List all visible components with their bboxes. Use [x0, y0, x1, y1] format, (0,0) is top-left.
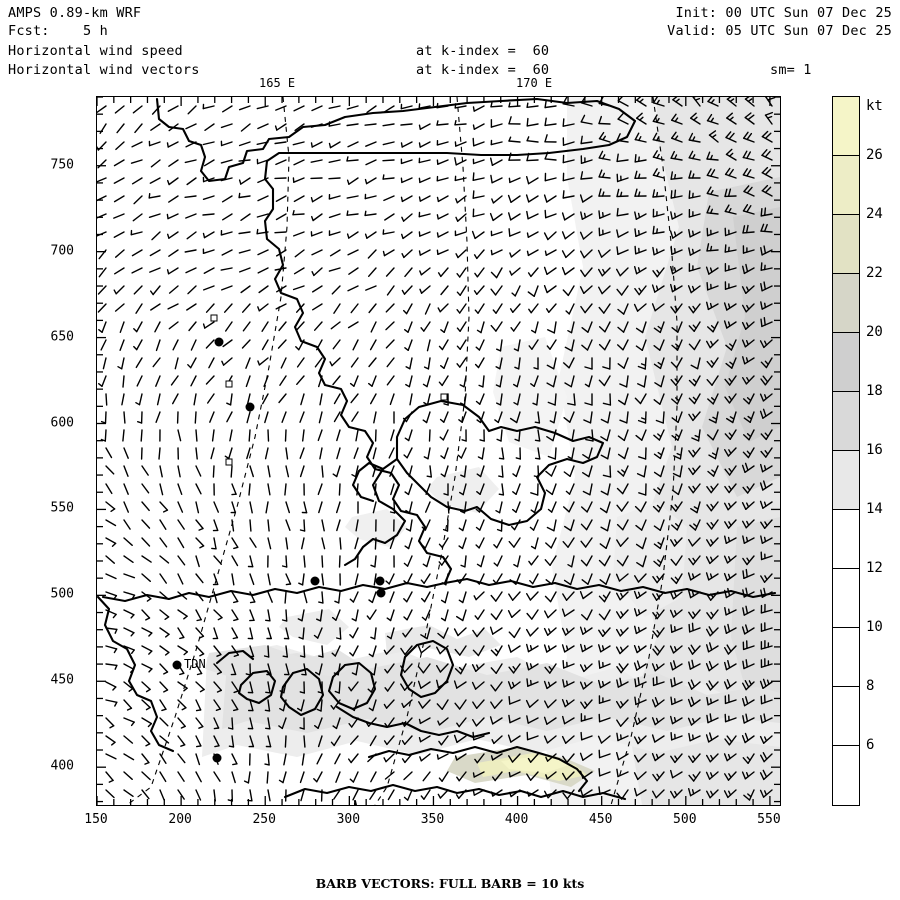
colorbar-tick-label: 16	[866, 442, 883, 458]
field-label-vectors: Horizontal wind vectors	[8, 62, 200, 78]
model-title: AMPS 0.89-km WRF	[8, 5, 142, 21]
y-tick-label: 700	[50, 243, 74, 259]
colorbar-band	[833, 628, 859, 687]
colorbar-tick-label: 26	[866, 147, 883, 163]
station-h	[225, 380, 233, 388]
station-a	[214, 337, 224, 347]
colorbar-tick-label: 12	[866, 560, 883, 576]
colorbar-tick-label: 14	[866, 501, 883, 517]
barb-legend-caption: BARB VECTORS: FULL BARB = 10 kts	[315, 876, 585, 891]
coastline	[97, 97, 777, 805]
colorbar-band	[833, 215, 859, 274]
colorbar-band	[833, 156, 859, 215]
y-tick-label: 400	[50, 758, 74, 774]
station-e	[376, 588, 386, 598]
station-f	[212, 753, 222, 763]
longitude-gridlines	[126, 97, 678, 805]
y-tick-label: 650	[50, 329, 74, 345]
y-tick-label: 750	[50, 157, 74, 173]
k-index-speed: at k-index = 60	[416, 43, 550, 59]
colorbar-band	[833, 569, 859, 628]
station-tdn	[172, 660, 182, 670]
x-tick-label: 450	[588, 812, 613, 827]
longitude-label-165e: 165 E	[259, 76, 296, 90]
x-tick-label: 500	[673, 812, 697, 827]
y-tick-label: 500	[50, 586, 74, 602]
colorbar-unit-label: kt	[866, 98, 883, 114]
forecast-hour: Fcst: 5 h	[8, 23, 108, 39]
colorbar-tick-label: 6	[866, 737, 875, 753]
colorbar-band	[833, 510, 859, 569]
field-label-speed: Horizontal wind speed	[8, 43, 183, 59]
colorbar-band	[833, 687, 859, 746]
y-tick-label: 550	[50, 500, 74, 516]
y-tick-label: 600	[50, 415, 74, 430]
colorbar-tick-label: 8	[866, 678, 875, 694]
axis-ticks	[97, 97, 780, 805]
wind-barbs	[97, 97, 776, 802]
colorbar-band	[833, 274, 859, 333]
colorbar-band	[833, 392, 859, 451]
colorbar-band	[833, 746, 859, 805]
y-tick-label: 450	[50, 672, 74, 688]
station-g	[210, 314, 218, 322]
colorbar-tick-label: 10	[866, 619, 883, 635]
x-tick-label: 550	[757, 812, 781, 827]
map-canvas	[97, 97, 780, 805]
station-i	[225, 458, 233, 466]
colorbar-tick-label: 18	[866, 383, 883, 399]
x-tick-label: 400	[504, 812, 529, 827]
station-tdn-label: TDN	[184, 657, 206, 671]
colorbar-tick-label: 24	[866, 206, 883, 222]
station-b	[245, 402, 255, 412]
x-tick-label: 200	[168, 812, 192, 827]
valid-time: Valid: 05 UTC Sun 07 Dec 25	[667, 23, 892, 39]
map-plot-area[interactable]: TDN	[96, 96, 781, 806]
colorbar-tick-label: 22	[866, 265, 883, 281]
colorbar-band	[833, 333, 859, 392]
colorbar[interactable]	[832, 96, 860, 806]
k-index-vectors: at k-index = 60	[416, 62, 550, 78]
station-d	[375, 576, 385, 586]
x-tick-label: 250	[252, 812, 276, 827]
longitude-label-170e: 170 E	[516, 76, 553, 90]
x-tick-label: 150	[84, 812, 108, 827]
colorbar-tick-label: 20	[866, 324, 883, 340]
colorbar-band	[833, 451, 859, 510]
station-j	[440, 393, 448, 401]
x-tick-label: 350	[420, 812, 445, 827]
colorbar-band	[833, 97, 859, 156]
x-tick-label: 300	[336, 812, 361, 827]
init-time: Init: 00 UTC Sun 07 Dec 25	[675, 5, 892, 21]
smoothing-value: sm= 1	[770, 62, 812, 78]
station-c	[310, 576, 320, 586]
